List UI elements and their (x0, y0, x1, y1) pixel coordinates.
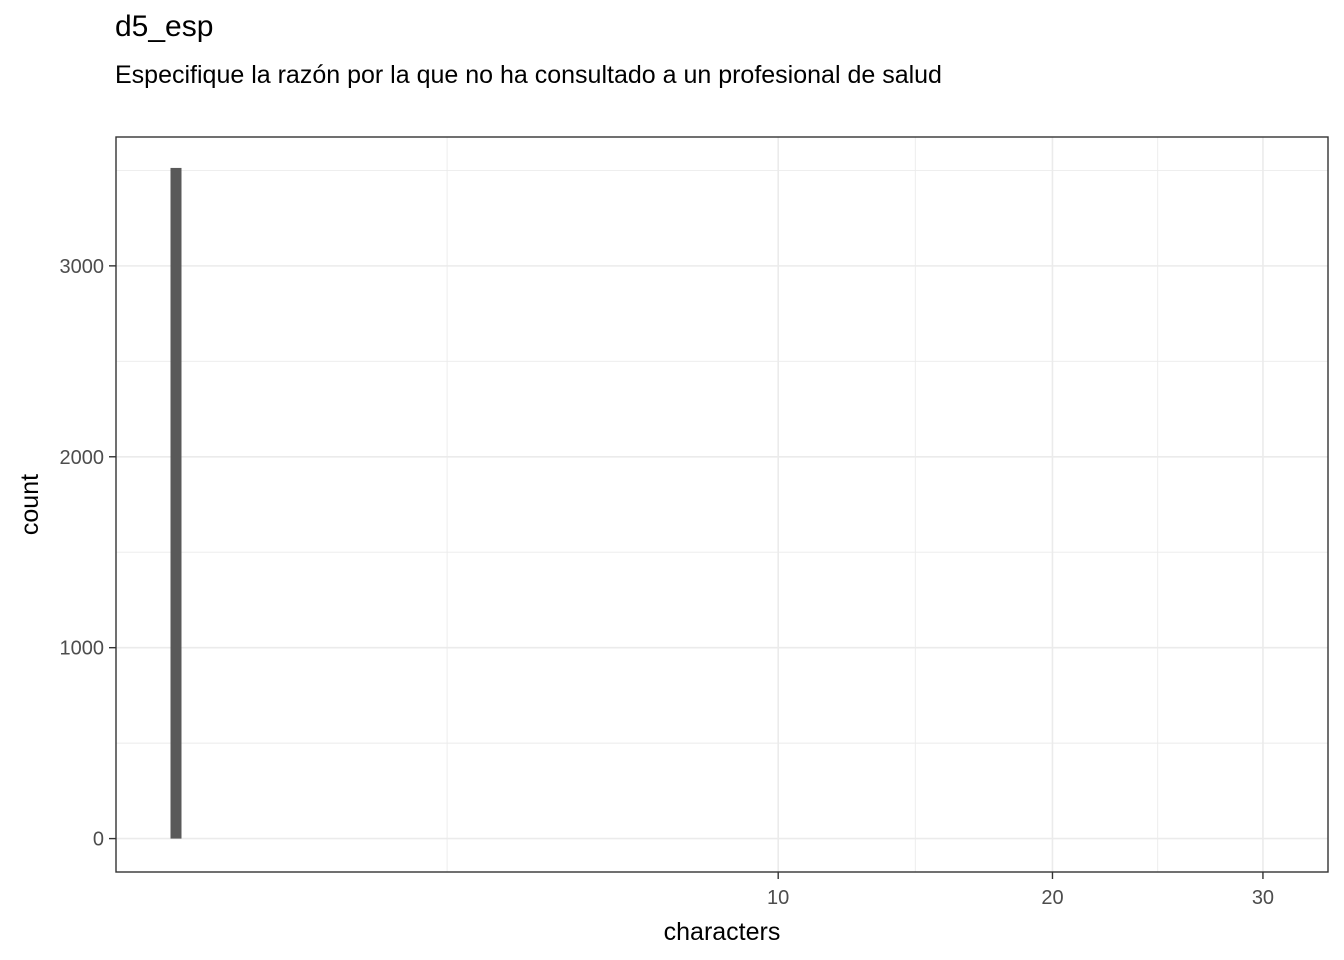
chart-subtitle: Especifique la razón por la que no ha co… (115, 61, 942, 89)
y-axis: 0 1000 2000 3000 (60, 256, 116, 851)
y-tick-label: 3000 (60, 256, 105, 278)
y-tick-label: 1000 (60, 638, 105, 660)
grid-lines (116, 137, 1328, 872)
chart-title: d5_esp (115, 10, 214, 43)
y-tick-label: 0 (93, 829, 104, 851)
x-tick-label: 10 (767, 887, 789, 909)
x-axis-title: characters (664, 918, 781, 946)
x-tick-label: 30 (1252, 887, 1274, 909)
panel-border (115, 136, 1329, 873)
histogram-bar (170, 167, 182, 839)
x-tick-label: 20 (1041, 887, 1063, 909)
y-axis-title: count (16, 474, 44, 535)
y-tick-label: 2000 (60, 447, 105, 469)
x-axis: 10 20 30 (767, 872, 1274, 909)
histogram-bars (170, 167, 182, 839)
